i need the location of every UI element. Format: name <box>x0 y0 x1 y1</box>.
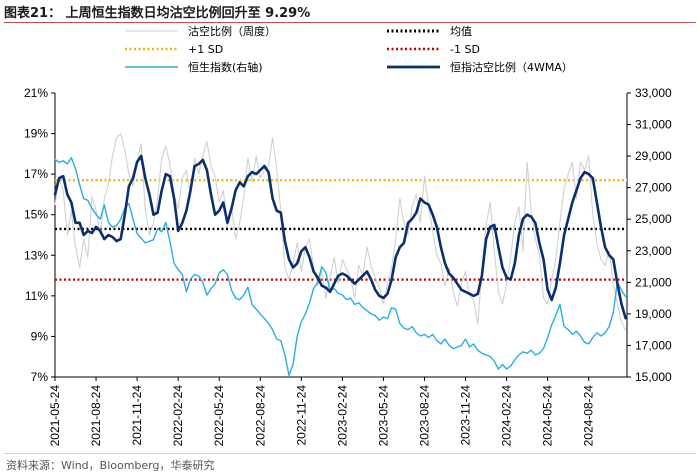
x-tick-label: 2022-05-24 <box>212 385 226 447</box>
footer-rule <box>4 453 696 454</box>
legend-label-plus-sd: +1 SD <box>188 43 223 56</box>
chart-title: 图表21： 上周恒生指数日均沽空比例回升至 9.29% <box>4 6 311 21</box>
x-tick-label: 2021-05-24 <box>48 385 62 447</box>
left-tick-label: 19% <box>24 127 48 141</box>
legend-label-mean: 均值 <box>450 25 472 38</box>
x-tick-label: 2021-11-24 <box>130 385 144 446</box>
left-tick-label: 11% <box>25 289 48 303</box>
left-tick-label: 7% <box>31 370 49 384</box>
series-group <box>53 133 627 377</box>
axes: 7% 9% 11% 13% 15% 17% 19% 21% 15,000 17,000 19,000… <box>24 86 672 446</box>
x-tick-label: 2023-11-24 <box>459 385 473 446</box>
title-rule <box>4 22 696 23</box>
right-tick-label: 23,000 <box>635 244 672 258</box>
left-tick-label: 15% <box>24 208 48 222</box>
right-tick-label: 21,000 <box>635 275 672 289</box>
right-tick-label: 27,000 <box>635 181 672 195</box>
short-ratio-4wma-line <box>53 154 627 320</box>
x-tick-label: 2022-02-24 <box>171 385 185 447</box>
right-tick-label: 33,000 <box>635 86 672 100</box>
right-tick-label: 19,000 <box>635 307 672 321</box>
x-tick-label: 2021-08-24 <box>89 385 103 447</box>
right-tick-label: 15,000 <box>635 370 672 384</box>
legend-label-4wma: 恒指沽空比例（4WMA） <box>450 60 573 74</box>
reference-lines <box>55 179 627 281</box>
legend-label-minus-sd: -1 SD <box>450 43 480 56</box>
legend: 沽空比例（周度） 均值 +1 SD -1 SD 恒生指数(右轴) 恒指沽空比例（… <box>125 24 573 74</box>
left-tick-label: 17% <box>24 167 48 181</box>
x-tick-label: 2023-05-24 <box>376 385 390 447</box>
left-tick-label: 9% <box>31 329 49 343</box>
left-tick-label: 13% <box>24 248 48 262</box>
x-tick-label: 2023-08-24 <box>417 385 431 447</box>
short-ratio-weekly-line <box>54 133 627 331</box>
x-tick-label: 2022-11-24 <box>294 385 308 446</box>
legend-label-short-ratio: 沽空比例（周度） <box>188 24 276 38</box>
x-tick-label: 2024-08-24 <box>582 385 596 447</box>
x-tick-label: 2023-02-24 <box>335 385 349 447</box>
left-tick-label: 21% <box>24 86 48 100</box>
right-tick-label: 25,000 <box>635 212 672 226</box>
hsi-line <box>54 157 627 377</box>
x-tick-label: 2022-08-24 <box>253 385 267 447</box>
right-tick-label: 17,000 <box>635 338 672 352</box>
source-note: 资料来源：Wind，Bloomberg，华泰研究 <box>6 459 215 472</box>
legend-label-hsi: 恒生指数(右轴) <box>188 60 263 74</box>
x-tick-label: 2024-05-24 <box>541 385 555 447</box>
right-tick-label: 29,000 <box>635 149 672 163</box>
x-tick-label: 2024-02-24 <box>500 385 514 447</box>
right-tick-label: 31,000 <box>635 118 672 132</box>
